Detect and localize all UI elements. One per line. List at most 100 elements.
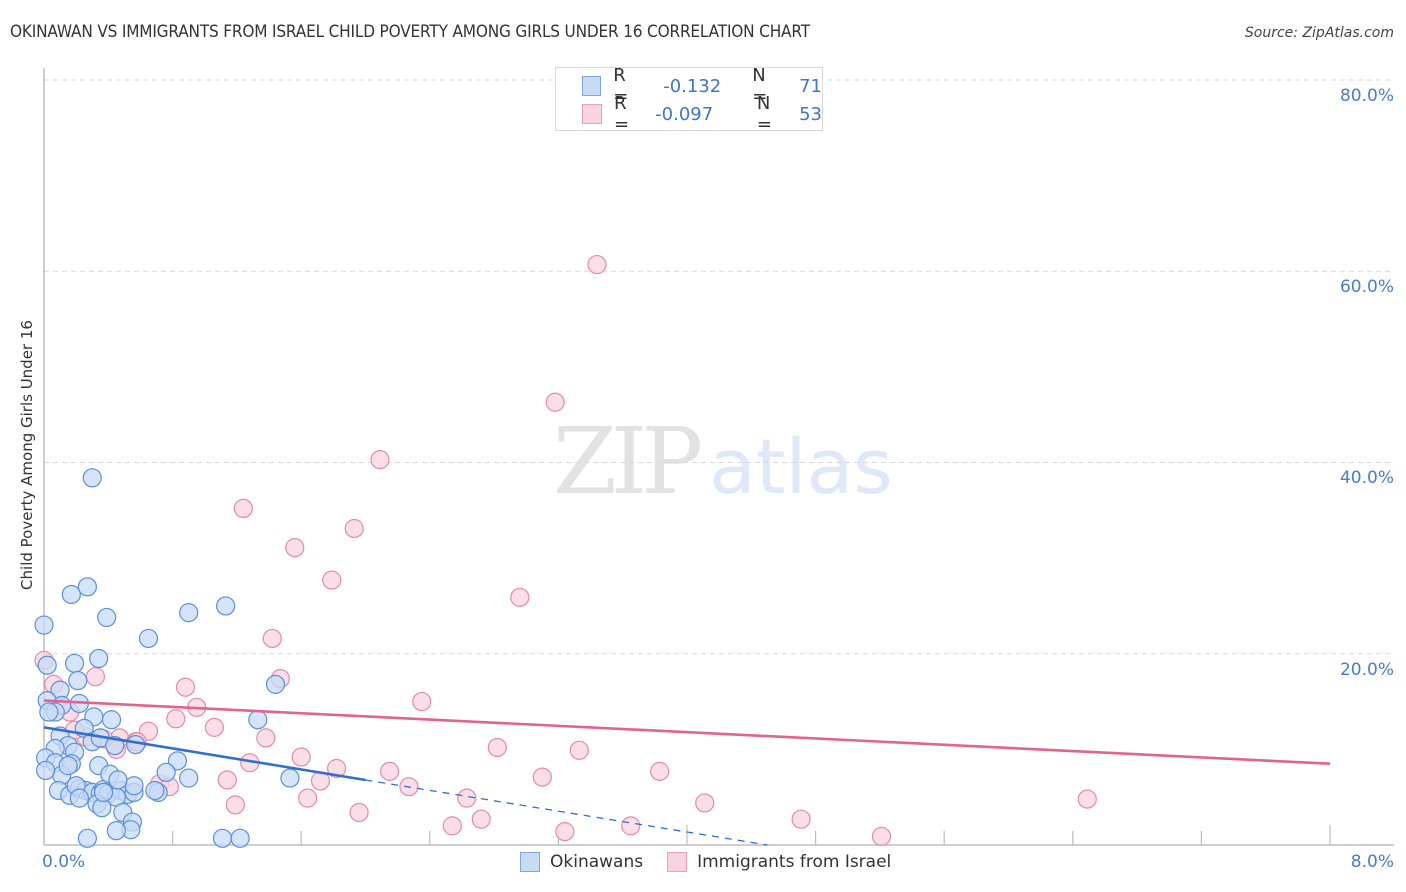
okinawans-point[interactable] — [108, 770, 128, 790]
okinawans-point[interactable] — [97, 607, 117, 628]
legend-label: Immigrants from Israel — [697, 852, 892, 872]
israel-point[interactable] — [285, 538, 305, 558]
israel-point[interactable] — [322, 570, 342, 590]
n-value: 53 — [799, 103, 823, 125]
israel-point[interactable] — [587, 254, 607, 275]
israel-point[interactable] — [344, 518, 364, 539]
x-tick-min: 0.0% — [42, 852, 86, 872]
israel-point[interactable] — [291, 747, 311, 767]
legend-label: Okinawans — [550, 852, 644, 872]
israel-trend-line — [43, 699, 1331, 766]
israel-swatch — [582, 104, 602, 124]
okinawans-point[interactable] — [167, 751, 188, 771]
n-label: N = — [752, 65, 768, 107]
zipatlas-watermark: ZIP atlas — [553, 408, 893, 515]
israel-point[interactable] — [510, 587, 530, 607]
okinawans-point[interactable] — [280, 768, 300, 788]
okinawans-point[interactable] — [68, 670, 88, 691]
okinawans-point[interactable] — [61, 584, 81, 605]
source-label: Source: ZipAtlas.com — [1244, 25, 1394, 41]
watermark-atlas: atlas — [709, 422, 893, 511]
legend-row-okinawans: R = -0.132 N = 71 — [582, 65, 822, 107]
israel-point[interactable] — [217, 770, 237, 790]
israel-point[interactable] — [650, 761, 670, 781]
israel-point[interactable] — [326, 758, 347, 779]
israel-point[interactable] — [569, 740, 589, 760]
okinawans-point[interactable] — [124, 776, 144, 796]
okinawans-point[interactable] — [93, 782, 114, 803]
israel-point[interactable] — [1077, 789, 1097, 809]
israel-point[interactable] — [871, 826, 892, 846]
okinawans-point[interactable] — [77, 828, 98, 848]
okinawans-swatch — [582, 76, 602, 96]
okinawans-point[interactable] — [58, 756, 78, 776]
y-tick-80: 80.0% — [1339, 86, 1394, 106]
okinawans-point[interactable] — [64, 653, 85, 673]
okinawans-point[interactable] — [77, 577, 98, 597]
israel-point[interactable] — [204, 717, 224, 737]
legend-item-okinawans[interactable]: Okinawans — [520, 852, 643, 872]
okinawans-swatch — [520, 852, 540, 872]
okinawans-point[interactable] — [69, 788, 89, 808]
israel-point[interactable] — [791, 809, 811, 829]
okinawans-point[interactable] — [216, 596, 236, 616]
okinawans-point[interactable] — [34, 615, 54, 635]
okinawans-point[interactable] — [101, 710, 122, 730]
israel-point[interactable] — [256, 728, 276, 748]
okinawans-point[interactable] — [37, 655, 57, 675]
israel-point[interactable] — [412, 691, 432, 712]
chart-title: OKINAWAN VS IMMIGRANTS FROM ISRAEL CHILD… — [10, 22, 810, 41]
israel-point[interactable] — [349, 802, 369, 823]
israel-point[interactable] — [175, 677, 196, 697]
okinawans-point[interactable] — [36, 760, 56, 781]
okinawans-point[interactable] — [248, 710, 268, 730]
israel-point[interactable] — [487, 737, 507, 758]
israel-point[interactable] — [233, 498, 253, 518]
r-value: -0.132 — [663, 75, 722, 97]
israel-point[interactable] — [695, 793, 715, 813]
okinawans-point[interactable] — [82, 468, 102, 488]
watermark-zip: ZIP — [553, 408, 703, 515]
y-axis-label: Child Poverty Among Girls Under 16 — [18, 320, 36, 590]
israel-point[interactable] — [471, 809, 491, 829]
okinawans-point[interactable] — [138, 628, 159, 649]
okinawans-point[interactable] — [212, 828, 233, 848]
n-label: N = — [756, 93, 773, 135]
okinawans-point[interactable] — [230, 828, 250, 848]
israel-point[interactable] — [166, 709, 186, 729]
israel-point[interactable] — [225, 795, 245, 815]
israel-point[interactable] — [621, 816, 641, 836]
israel-point[interactable] — [262, 628, 282, 649]
okinawans-point[interactable] — [105, 735, 125, 756]
okinawans-point[interactable] — [265, 674, 286, 694]
okinawans-point[interactable] — [89, 648, 109, 669]
y-tick-20: 20.0% — [1339, 660, 1394, 680]
okinawans-point[interactable] — [145, 780, 165, 801]
okinawans-trend-extension — [365, 779, 768, 846]
israel-point[interactable] — [380, 761, 400, 781]
israel-point[interactable] — [85, 667, 106, 687]
r-value: -0.097 — [655, 103, 714, 125]
okinawans-point[interactable] — [39, 702, 59, 722]
israel-point[interactable] — [555, 822, 575, 842]
x-tick-max: 8.0% — [1350, 852, 1394, 872]
okinawans-point[interactable] — [179, 603, 199, 623]
okinawans-point[interactable] — [156, 762, 176, 782]
series-legend: Okinawans Immigrants from Israel — [520, 852, 915, 872]
israel-point[interactable] — [545, 392, 565, 412]
israel-swatch — [667, 852, 688, 872]
legend-item-israel[interactable]: Immigrants from Israel — [667, 852, 891, 872]
israel-point[interactable] — [442, 816, 462, 836]
okinawans-point[interactable] — [179, 768, 199, 788]
y-tick-40: 40.0% — [1339, 468, 1394, 488]
israel-point[interactable] — [370, 450, 390, 470]
y-tick-60: 60.0% — [1339, 277, 1394, 297]
r-label: R = — [613, 93, 630, 135]
legend-row-israel: R = -0.097 N = 53 — [582, 93, 823, 135]
okinawans-point[interactable] — [106, 821, 126, 841]
israel-point[interactable] — [532, 767, 552, 787]
israel-point[interactable] — [298, 788, 318, 808]
israel-point[interactable] — [457, 788, 477, 808]
r-label: R = — [613, 65, 629, 107]
